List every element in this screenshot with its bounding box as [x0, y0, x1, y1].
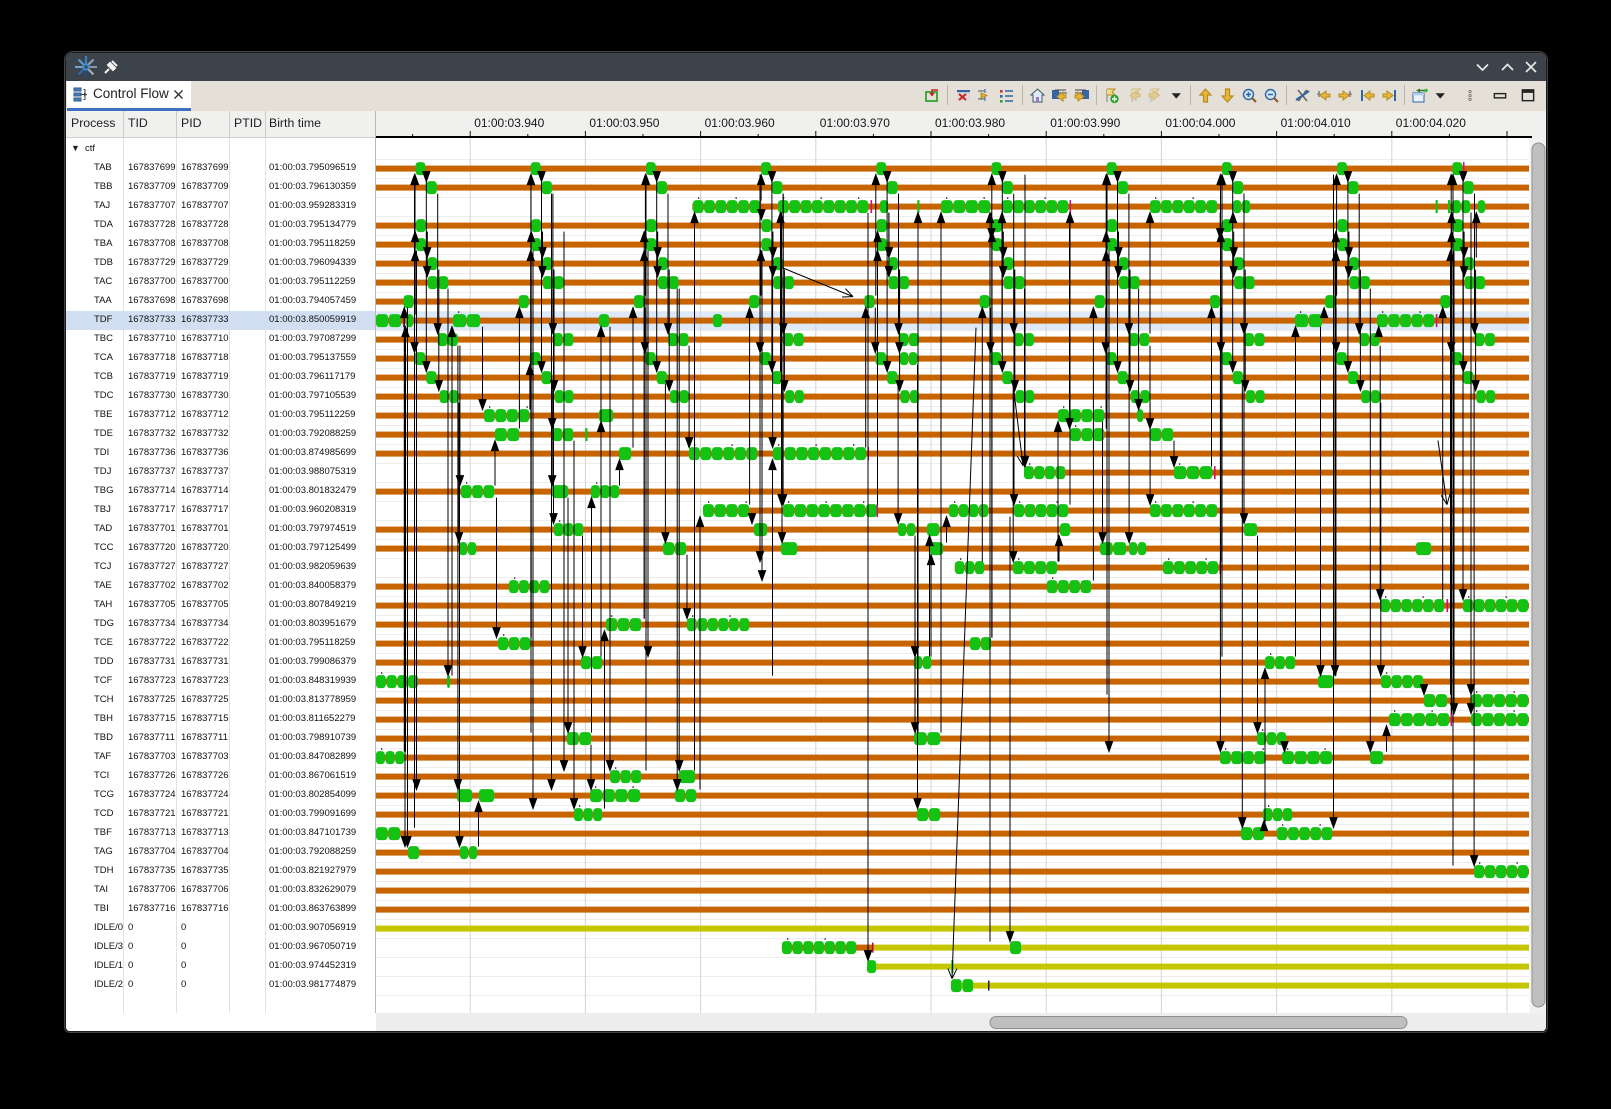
svg-text:01:00:03.990: 01:00:03.990 [1050, 116, 1120, 130]
svg-text:01:00:03.950: 01:00:03.950 [589, 116, 659, 130]
svg-text:01:00:04.010: 01:00:04.010 [1281, 116, 1351, 130]
svg-text:01:00:03.940: 01:00:03.940 [474, 116, 544, 130]
svg-text:01:00:03.970: 01:00:03.970 [820, 116, 890, 130]
svg-text:01:00:04.020: 01:00:04.020 [1396, 116, 1466, 130]
svg-text:01:00:03.960: 01:00:03.960 [705, 116, 775, 130]
svg-text:01:00:04.000: 01:00:04.000 [1165, 116, 1235, 130]
svg-text:01:00:03.980: 01:00:03.980 [935, 116, 1005, 130]
